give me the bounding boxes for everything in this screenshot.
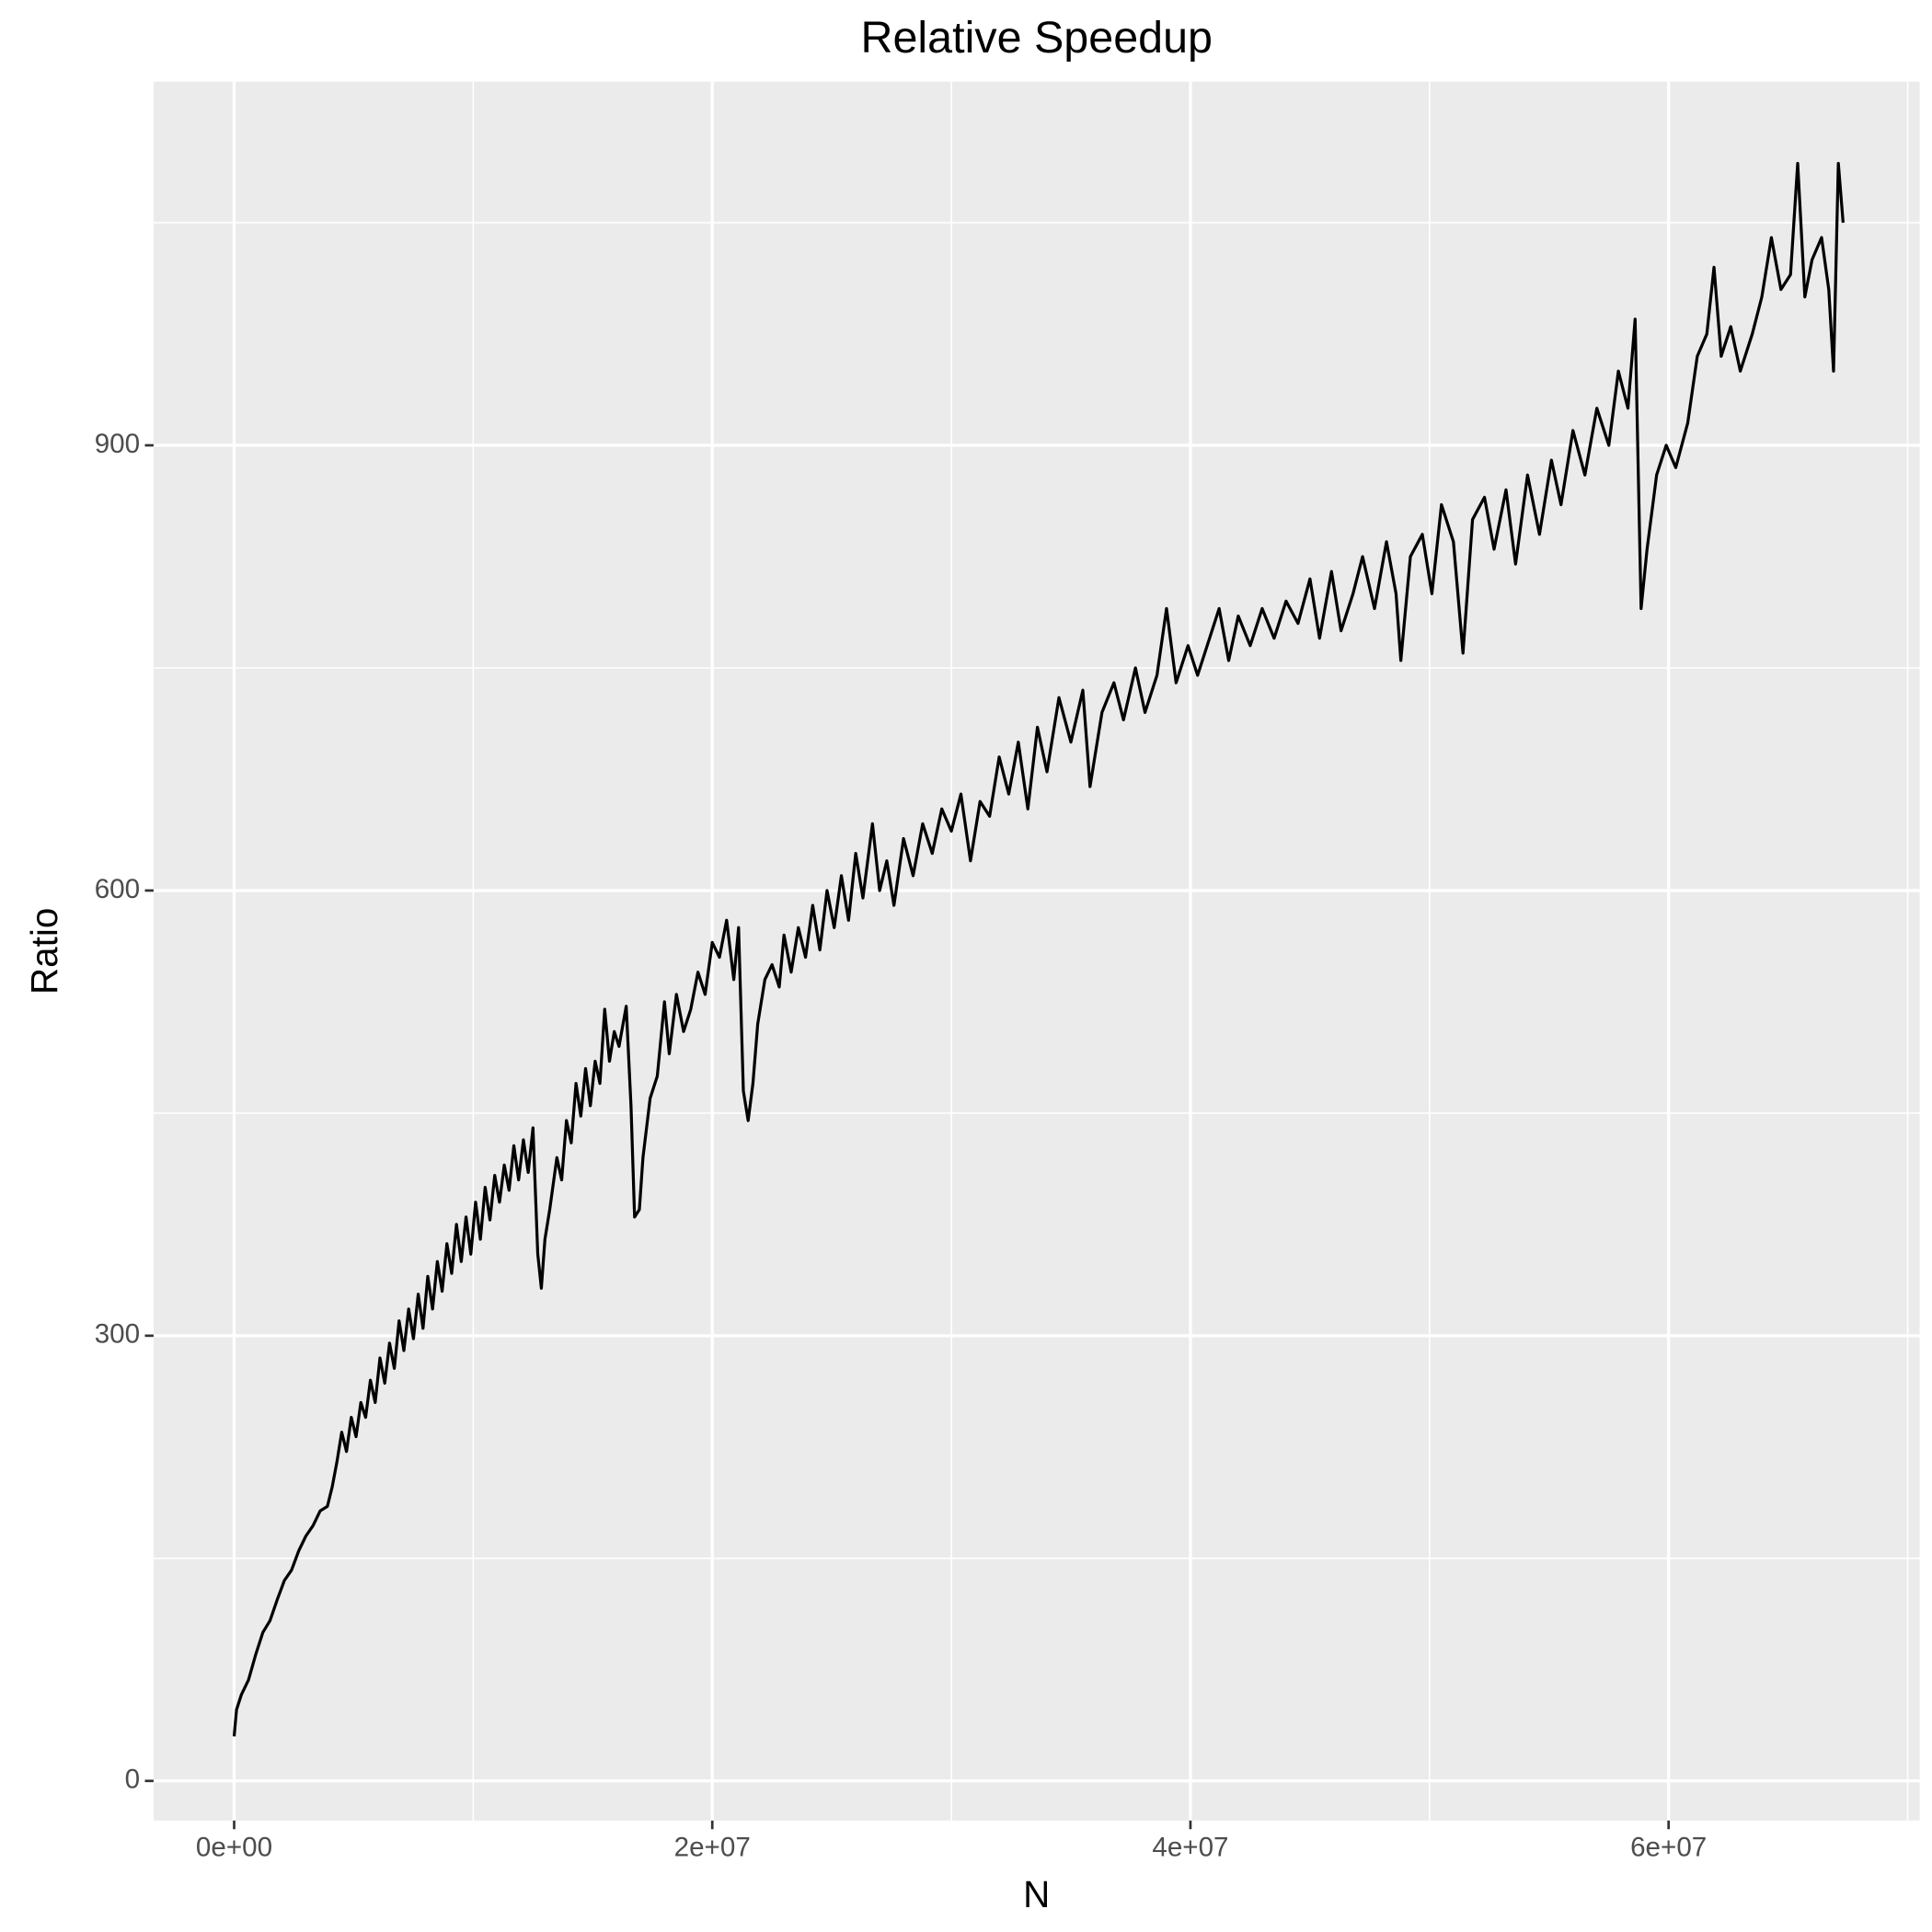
x-axis-title: N xyxy=(1023,1873,1050,1915)
x-tick-label: 6e+07 xyxy=(1630,1833,1707,1863)
plot-panel xyxy=(153,81,1920,1821)
y-tick-label: 0 xyxy=(125,1765,140,1795)
y-tick-label: 900 xyxy=(95,429,140,459)
x-tick-label: 2e+07 xyxy=(674,1833,751,1863)
y-axis-title: Ratio xyxy=(23,908,65,995)
data-line xyxy=(232,161,1845,1737)
y-tick-label: 600 xyxy=(95,874,140,904)
chart-title: Relative Speedup xyxy=(860,13,1213,63)
x-tick-label: 4e+07 xyxy=(1152,1833,1228,1863)
y-tick-label: 300 xyxy=(95,1319,140,1350)
x-tick-label: 0e+00 xyxy=(196,1833,272,1863)
